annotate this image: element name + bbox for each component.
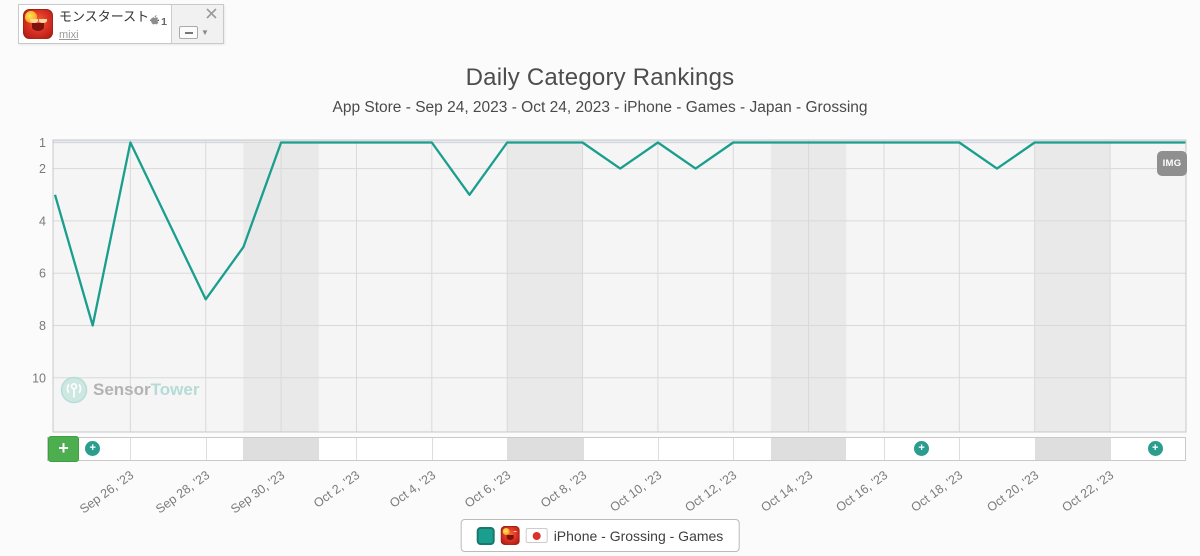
strip-separator: [431, 438, 433, 460]
app-rank-value: 1: [161, 16, 167, 28]
close-icon[interactable]: [206, 8, 217, 19]
app-widget-text: モンスタースト... mixi: [59, 6, 160, 43]
annotation-plus-marker[interactable]: +: [914, 441, 930, 456]
strip-separator: [808, 438, 810, 460]
rank-line-series: [53, 141, 1186, 327]
export-image-button[interactable]: IMG: [1157, 151, 1187, 176]
strip-separator: [1110, 438, 1112, 460]
monster-strike-app-icon: [23, 9, 53, 39]
app-rank-badge: 1: [147, 12, 167, 28]
strip-weekend-cell: [243, 438, 319, 460]
strip-separator: [205, 438, 207, 460]
y-axis-tick-label: 4: [39, 214, 46, 228]
strip-separator: [507, 438, 509, 460]
annotation-plus-marker[interactable]: +: [1147, 441, 1163, 456]
annotation-strip: [47, 437, 1186, 461]
widget-controls: ▼: [171, 5, 223, 43]
app-widget-card: モンスタースト... mixi 1 ▼: [18, 4, 224, 44]
strip-separator: [356, 438, 358, 460]
minimize-button[interactable]: [179, 26, 198, 39]
legend-label: iPhone - Grossing - Games: [553, 527, 724, 544]
strip-separator: [281, 438, 283, 460]
page-subtitle: App Store - Sep 24, 2023 - Oct 24, 2023 …: [332, 99, 868, 116]
y-axis-tick-label: 10: [32, 371, 46, 385]
strip-separator: [657, 438, 659, 460]
y-axis-tick-label: 1: [39, 136, 46, 150]
strip-separator: [130, 438, 132, 460]
annotation-plus-marker[interactable]: +: [85, 441, 101, 456]
strip-separator: [582, 438, 584, 460]
strip-weekend-cell: [770, 438, 847, 460]
add-annotation-button[interactable]: +: [48, 436, 79, 462]
series-color-swatch: [476, 526, 495, 545]
strip-separator: [883, 438, 885, 460]
legend-item[interactable]: iPhone - Grossing - Games: [460, 519, 740, 552]
strip-separator: [1034, 438, 1036, 460]
japan-flag-icon: [525, 528, 548, 543]
y-axis-tick-label: 8: [39, 319, 46, 333]
strip-separator: [959, 438, 961, 460]
app-title: モンスタースト...: [59, 8, 160, 24]
weekend-band: [507, 140, 583, 432]
strip-weekend-cell: [507, 438, 583, 460]
apple-icon: [151, 15, 159, 25]
y-axis-tick-label: 6: [39, 267, 46, 281]
strip-weekend-cell: [1034, 438, 1111, 460]
strip-separator: [733, 438, 735, 460]
legend-app-icon: [500, 526, 520, 545]
publisher-link[interactable]: mixi: [59, 28, 79, 41]
weekend-band: [1034, 140, 1111, 432]
dropdown-caret-icon[interactable]: ▼: [201, 28, 209, 37]
y-axis-tick-label: 2: [39, 162, 46, 176]
page-title: Daily Category Rankings: [465, 64, 735, 91]
